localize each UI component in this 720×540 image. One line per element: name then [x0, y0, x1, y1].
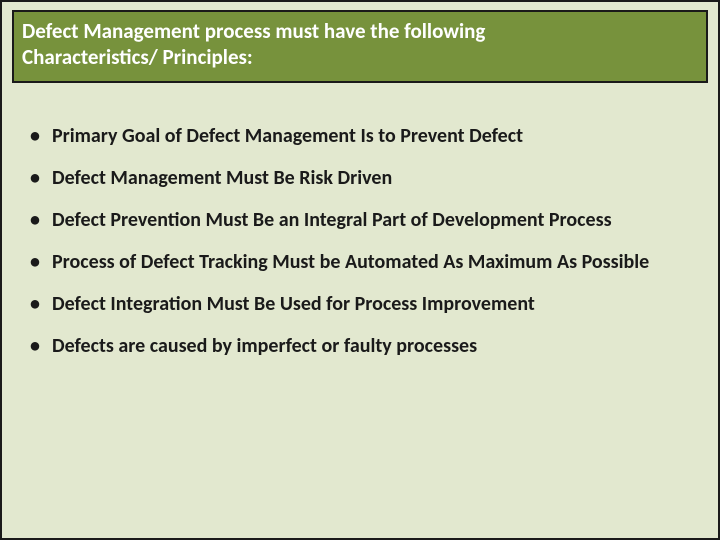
list-item: Defect Management Must Be Risk Driven	[24, 157, 696, 199]
header-line1: Defect Management process must have the …	[22, 18, 485, 44]
list-item: Defect Integration Must Be Used for Proc…	[24, 283, 696, 325]
header-title: Defect Management process must have the …	[22, 18, 698, 71]
list-item: Defects are caused by imperfect or fault…	[24, 325, 696, 367]
header-line2: Characteristics/ Principles:	[22, 44, 253, 70]
list-item: Defect Prevention Must Be an Integral Pa…	[24, 199, 696, 241]
content-area: Primary Goal of Defect Management Is to …	[2, 83, 718, 367]
list-item: Primary Goal of Defect Management Is to …	[24, 115, 696, 157]
bullet-list: Primary Goal of Defect Management Is to …	[24, 115, 696, 367]
list-item: Process of Defect Tracking Must be Autom…	[24, 241, 696, 283]
header-box: Defect Management process must have the …	[12, 10, 708, 83]
